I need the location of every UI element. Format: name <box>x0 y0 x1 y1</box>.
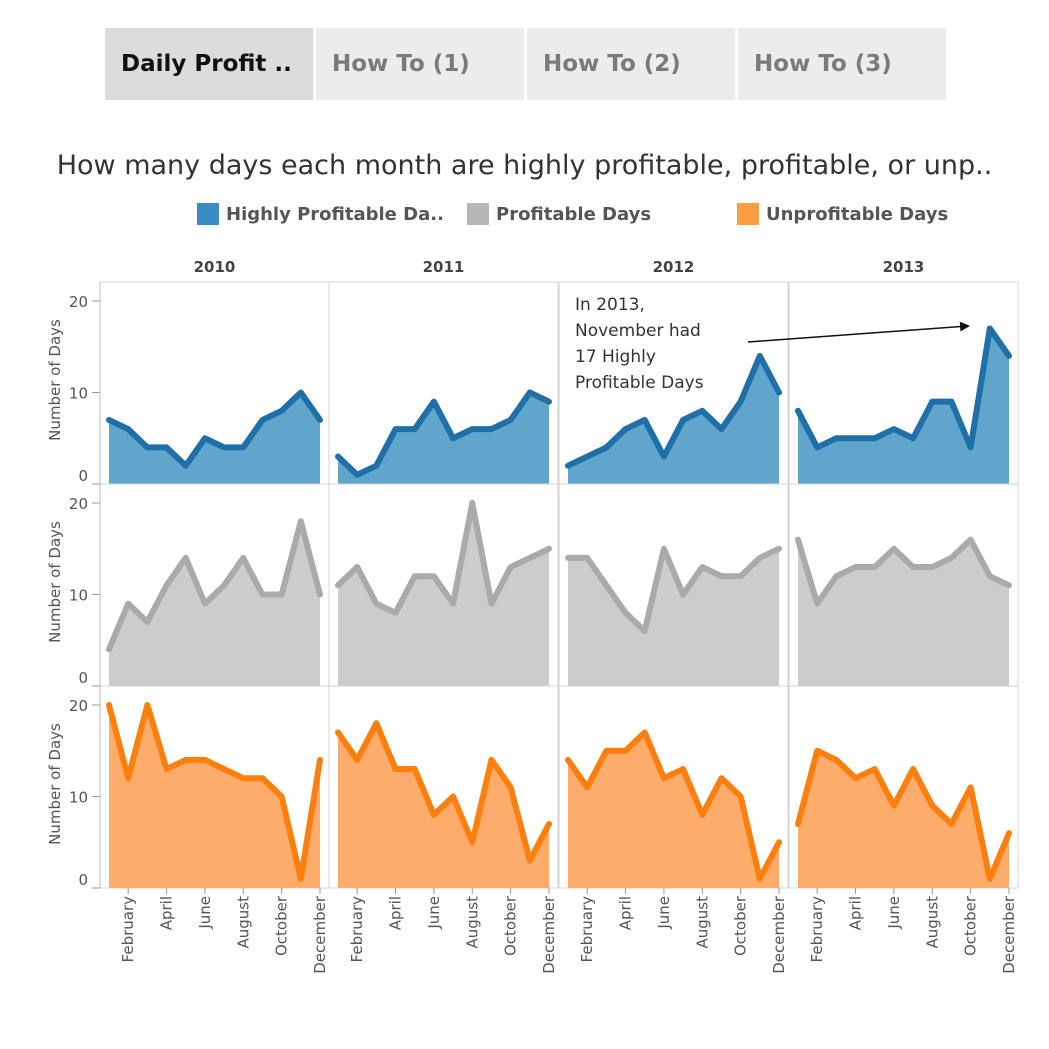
x-tick-label: August <box>463 896 481 949</box>
column-header-2013: 2013 <box>883 258 925 276</box>
legend-label-unprofitable: Unprofitable Days <box>766 203 949 225</box>
legend-item-profitable[interactable]: Profitable Days <box>467 203 651 225</box>
column-header-2011: 2011 <box>423 258 465 276</box>
legend-label-highly-profitable: Highly Profitable Da.. <box>226 203 444 225</box>
legend-item-unprofitable[interactable]: Unprofitable Days <box>737 203 948 225</box>
legend-swatch-highly-profitable <box>197 203 219 225</box>
area-fill <box>568 548 779 686</box>
area-fill <box>568 355 779 484</box>
y-tick-label: 10 <box>69 385 88 403</box>
y-tick-label: 20 <box>69 697 88 715</box>
legend-item-highly-profitable[interactable]: Highly Profitable Da.. <box>197 203 444 225</box>
annotation-text: 17 Highly <box>575 347 656 367</box>
series-line <box>565 545 782 635</box>
x-tick-label: August <box>693 896 711 949</box>
x-tick-label: April <box>158 896 176 930</box>
series-line <box>106 518 323 653</box>
series-line <box>565 352 782 469</box>
series-line <box>335 500 552 616</box>
y-tick-label: 10 <box>69 789 88 807</box>
tab-daily-profit[interactable]: Daily Profit .. <box>105 28 313 100</box>
area-fill <box>568 732 779 888</box>
series-line <box>106 702 323 882</box>
x-tick-label: June <box>885 896 903 930</box>
tab-how-to-3[interactable]: How To (3) <box>738 28 946 100</box>
x-tick-label: February <box>348 896 366 963</box>
y-axis-label: Number of Days <box>46 723 64 845</box>
annotation-text: November had <box>575 321 701 341</box>
x-tick-label: August <box>234 896 252 949</box>
series-line <box>106 389 323 469</box>
x-tick-label: June <box>196 896 214 930</box>
tab-how-to-1[interactable]: How To (1) <box>316 28 524 100</box>
area-fill <box>798 328 1009 484</box>
series-line <box>795 536 1012 607</box>
series-line <box>565 729 782 882</box>
x-tick-label: April <box>617 896 635 930</box>
series-line <box>335 720 552 864</box>
x-tick-label: December <box>311 895 329 974</box>
legend-swatch-profitable <box>467 203 489 225</box>
x-tick-label: April <box>847 896 865 930</box>
annotation-arrow <box>747 321 970 343</box>
column-header-2010: 2010 <box>194 258 236 276</box>
x-tick-label: October <box>962 895 980 956</box>
y-tick-label: 10 <box>69 587 88 605</box>
legend-label-profitable: Profitable Days <box>496 203 652 225</box>
legend: Highly Profitable Da.. Profitable Days U… <box>0 203 1049 231</box>
area-fill <box>338 392 549 484</box>
y-tick-label: 20 <box>69 293 88 311</box>
annotation-text: In 2013, <box>575 295 645 315</box>
series-line <box>335 389 552 478</box>
y-axis-label: Number of Days <box>46 319 64 441</box>
area-fill <box>109 392 320 484</box>
series-line <box>795 747 1012 882</box>
x-tick-label: October <box>732 895 750 956</box>
y-tick-label: 0 <box>78 871 88 889</box>
y-tick-label: 20 <box>69 495 88 513</box>
x-tick-label: June <box>425 896 443 930</box>
x-tick-label: June <box>655 896 673 930</box>
area-fill <box>109 521 320 686</box>
x-tick-label: August <box>923 896 941 949</box>
x-tick-label: December <box>770 895 788 974</box>
x-tick-label: February <box>808 896 826 963</box>
x-tick-label: April <box>387 896 405 930</box>
y-axis-label: Number of Days <box>46 521 64 643</box>
area-fill <box>798 750 1009 888</box>
column-header-2012: 2012 <box>653 258 695 276</box>
tab-bar: Daily Profit .. How To (1) How To (2) Ho… <box>105 28 946 100</box>
y-tick-label: 0 <box>78 467 88 485</box>
x-tick-label: October <box>502 895 520 956</box>
x-tick-label: December <box>1000 895 1018 974</box>
area-fill <box>109 705 320 888</box>
annotation-text: Profitable Days <box>575 373 704 393</box>
series-line <box>795 325 1012 451</box>
x-tick-label: December <box>540 895 558 974</box>
chart-title: How many days each month are highly prof… <box>56 150 993 181</box>
y-tick-label: 0 <box>78 669 88 687</box>
x-tick-label: February <box>119 896 137 963</box>
legend-swatch-unprofitable <box>737 203 759 225</box>
x-tick-label: October <box>273 895 291 956</box>
tab-how-to-2[interactable]: How To (2) <box>527 28 735 100</box>
area-fill <box>798 539 1009 686</box>
x-tick-label: February <box>578 896 596 963</box>
